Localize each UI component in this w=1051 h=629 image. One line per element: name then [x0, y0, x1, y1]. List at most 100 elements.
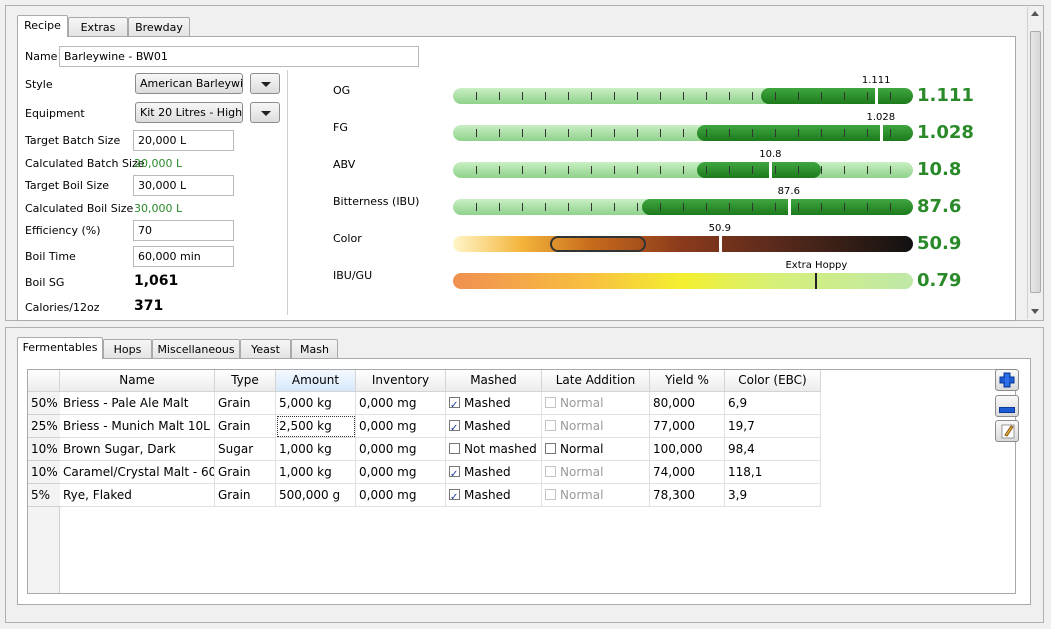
style-combo[interactable]: American Barleywine	[135, 73, 243, 94]
efficiency-input[interactable]: 70	[133, 220, 234, 241]
cell-yield[interactable]: 78,300	[650, 484, 725, 507]
meter-bar	[453, 273, 913, 289]
cell-name[interactable]: Caramel/Crystal Malt - 60L	[60, 461, 215, 484]
add-fermentable-button[interactable]	[995, 369, 1019, 391]
cell-name[interactable]: Briess - Pale Ale Malt	[60, 392, 215, 415]
target-batch-input[interactable]: 20,000 L	[133, 130, 234, 151]
vertical-scrollbar[interactable]	[1027, 7, 1042, 319]
cell-late[interactable]: Normal	[542, 461, 650, 484]
boil-time-input[interactable]: 60,000 min	[133, 246, 234, 267]
late-addition-checkbox[interactable]	[545, 397, 556, 408]
cell-type[interactable]: Grain	[215, 484, 276, 507]
header-yield[interactable]: Yield %	[650, 370, 725, 392]
mashed-checkbox[interactable]	[449, 395, 460, 414]
cell-color[interactable]: 3,9	[725, 484, 821, 507]
scroll-thumb[interactable]	[1030, 31, 1041, 293]
cell-late[interactable]: Normal	[542, 438, 650, 461]
cell-type[interactable]: Grain	[215, 461, 276, 484]
fermentables-table[interactable]: Name Type Amount Inventory Mashed Late Additi…	[27, 369, 1016, 594]
late-addition-checkbox[interactable]	[545, 489, 556, 500]
cell-mashed[interactable]: Mashed	[446, 392, 542, 415]
header-color[interactable]: Color (EBC)	[725, 370, 821, 392]
cell-inventory[interactable]: 0,000 mg	[356, 484, 446, 507]
row-percent[interactable]: 5%	[28, 484, 60, 507]
cell-late[interactable]: Normal	[542, 415, 650, 438]
style-dropdown-button[interactable]	[250, 73, 280, 94]
cell-amount[interactable]: 500,000 g	[276, 484, 356, 507]
header-inventory[interactable]: Inventory	[356, 370, 446, 392]
cell-color[interactable]: 19,7	[725, 415, 821, 438]
cell-color[interactable]: 6,9	[725, 392, 821, 415]
tab-brewday[interactable]: Brewday	[128, 17, 190, 37]
cell-inventory[interactable]: 0,000 mg	[356, 438, 446, 461]
row-percent[interactable]: 50%	[28, 392, 60, 415]
target-boil-input[interactable]: 30,000 L	[133, 175, 234, 196]
mashed-checkbox[interactable]	[449, 487, 460, 506]
cell-yield[interactable]: 77,000	[650, 415, 725, 438]
tab-mash[interactable]: Mash	[291, 339, 338, 359]
meter-bar	[453, 88, 913, 104]
calories-label: Calories/12oz	[25, 301, 100, 314]
meter-label: OG	[333, 84, 351, 97]
row-percent[interactable]: 10%	[28, 461, 60, 484]
cell-mashed[interactable]: Mashed	[446, 461, 542, 484]
cell-type[interactable]: Sugar	[215, 438, 276, 461]
mashed-text: Mashed	[464, 396, 511, 410]
meter-style-range	[696, 125, 913, 141]
row-percent[interactable]: 10%	[28, 438, 60, 461]
cell-color[interactable]: 98,4	[725, 438, 821, 461]
cell-name[interactable]: Briess - Munich Malt 10L	[60, 415, 215, 438]
cell-yield[interactable]: 80,000	[650, 392, 725, 415]
meter-tick	[890, 92, 891, 100]
cell-late[interactable]: Normal	[542, 484, 650, 507]
equipment-combo[interactable]: Kit 20 Litres - High FG	[135, 102, 243, 123]
tab-recipe[interactable]: Recipe	[17, 15, 68, 37]
header-name[interactable]: Name	[60, 370, 215, 392]
mashed-checkbox[interactable]	[449, 443, 460, 454]
cell-amount[interactable]: 5,000 kg	[276, 392, 356, 415]
late-addition-checkbox[interactable]	[545, 466, 556, 477]
equipment-dropdown-button[interactable]	[250, 102, 280, 123]
name-input[interactable]: Barleywine - BW01	[59, 46, 419, 67]
mashed-checkbox[interactable]	[449, 418, 460, 437]
cell-amount[interactable]: 1,000 kg	[276, 461, 356, 484]
header-late-addition[interactable]: Late Addition	[542, 370, 650, 392]
tab-hops[interactable]: Hops	[103, 339, 152, 359]
scroll-down-icon[interactable]	[1031, 309, 1039, 314]
meter-marker	[815, 273, 818, 289]
cell-late[interactable]: Normal	[542, 392, 650, 415]
cell-yield[interactable]: 100,000	[650, 438, 725, 461]
cell-yield[interactable]: 74,000	[650, 461, 725, 484]
tab-extras[interactable]: Extras	[68, 17, 128, 37]
late-addition-checkbox[interactable]	[545, 443, 556, 454]
cell-inventory[interactable]: 0,000 mg	[356, 461, 446, 484]
meter-tick	[568, 92, 569, 100]
cell-mashed[interactable]: Mashed	[446, 415, 542, 438]
remove-fermentable-button[interactable]	[995, 395, 1019, 417]
tab-yeast[interactable]: Yeast	[240, 339, 291, 359]
tab-miscellaneous[interactable]: Miscellaneous	[152, 339, 240, 359]
meter-tick	[637, 203, 638, 211]
late-addition-checkbox[interactable]	[545, 420, 556, 431]
cell-type[interactable]: Grain	[215, 415, 276, 438]
header-type[interactable]: Type	[215, 370, 276, 392]
cell-amount[interactable]: 1,000 kg	[276, 438, 356, 461]
cell-inventory[interactable]: 0,000 mg	[356, 392, 446, 415]
mashed-checkbox[interactable]	[449, 464, 460, 483]
cell-name[interactable]: Rye, Flaked	[60, 484, 215, 507]
header-amount[interactable]: Amount	[276, 370, 356, 392]
cell-mashed[interactable]: Not mashed	[446, 438, 542, 461]
meter-tick	[568, 166, 569, 174]
cell-type[interactable]: Grain	[215, 392, 276, 415]
cell-inventory[interactable]: 0,000 mg	[356, 415, 446, 438]
scroll-up-icon[interactable]	[1031, 11, 1039, 16]
row-percent[interactable]: 25%	[28, 415, 60, 438]
edit-fermentable-button[interactable]	[995, 420, 1019, 442]
cell-color[interactable]: 118,1	[725, 461, 821, 484]
tab-fermentables[interactable]: Fermentables	[17, 337, 103, 359]
cell-name[interactable]: Brown Sugar, Dark	[60, 438, 215, 461]
cell-mashed[interactable]: Mashed	[446, 484, 542, 507]
header-mashed[interactable]: Mashed	[446, 370, 542, 392]
meter-tick	[522, 129, 523, 137]
cell-amount[interactable]: 2,500 kg	[276, 415, 356, 438]
